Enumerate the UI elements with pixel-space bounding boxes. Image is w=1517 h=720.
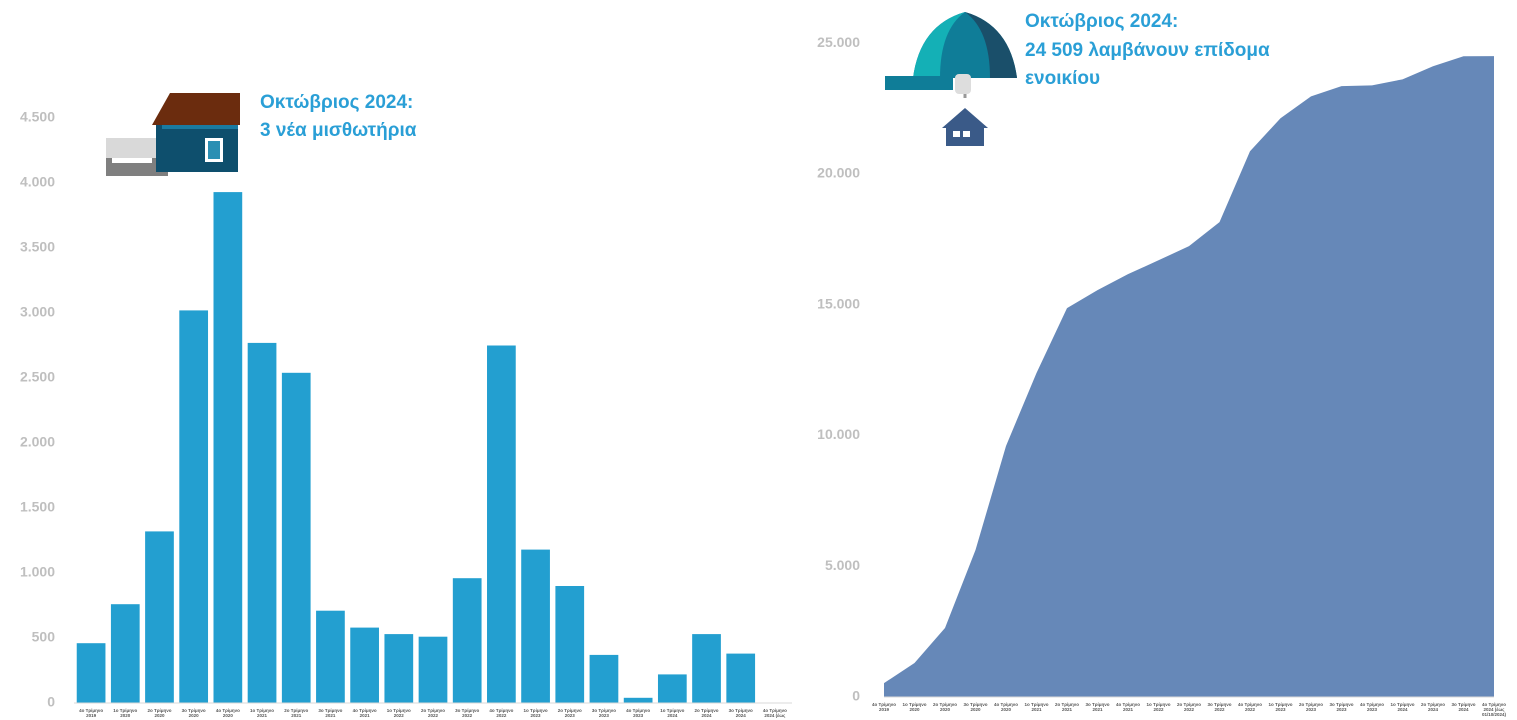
bar — [487, 345, 516, 703]
bar — [589, 654, 619, 703]
x-tick-label: 4ο Τρίμηνο 2024 (έως — [762, 708, 787, 718]
x-tick-label: 1ο Τρίμηνο 2023 — [523, 708, 548, 718]
y-tick-label: 20.000 — [817, 165, 860, 181]
annotation: Οκτώβριος 2024: — [260, 92, 413, 113]
x-tick-label: 4ο Τρίμηνο 2024 (έως 01/10/2024) — [1481, 702, 1507, 717]
x-tick-label: 1ο Τρίμηνο 2020 — [113, 708, 138, 718]
x-tick-label: 2ο Τρίμηνο 2020 — [932, 702, 958, 712]
x-tick-label: 2ο Τρίμηνο 2021 — [1054, 702, 1080, 712]
x-tick-label: 1ο Τρίμηνο 2023 — [1268, 702, 1293, 712]
x-tick-label: 2ο Τρίμηνο 2024 — [1420, 702, 1446, 712]
x-tick-label: 1ο Τρίμηνο 2022 — [1146, 702, 1171, 712]
bar — [384, 634, 414, 703]
x-tick-label: 2ο Τρίμηνο 2023 — [557, 708, 582, 718]
x-tick-label: 4ο Τρίμηνο 2021 — [1115, 702, 1141, 712]
y-tick-label: 500 — [32, 629, 56, 645]
bar — [110, 604, 140, 703]
bar — [281, 372, 311, 703]
x-tick-label: 3ο Τρίμηνο 2023 — [591, 708, 616, 718]
x-tick-label: 1ο Τρίμηνο 2021 — [1024, 702, 1049, 712]
x-tick-label: 1ο Τρίμηνο 2024 — [660, 708, 685, 718]
x-tick-label: 2ο Τρίμηνο 2022 — [420, 708, 446, 718]
x-tick-label: 2ο Τρίμηνο 2020 — [147, 708, 172, 718]
x-tick-label: 4ο Τρίμηνο 2019 — [871, 702, 897, 712]
x-tick-label: 3ο Τρίμηνο 2022 — [1207, 702, 1232, 712]
annotation: Οκτώβριος 2024: — [1025, 11, 1178, 32]
y-tick-label: 3.500 — [20, 239, 55, 255]
x-tick-label: 1ο Τρίμηνο 2022 — [386, 708, 411, 718]
house-icon — [106, 93, 240, 176]
area — [884, 56, 1494, 697]
y-tick-label: 1.000 — [20, 564, 55, 580]
x-tick-label: 3ο Τρίμηνο 2022 — [455, 708, 480, 718]
x-tick-label: 2ο Τρίμηνο 2021 — [284, 708, 309, 718]
umbrella-icon — [885, 12, 1017, 146]
bar — [521, 549, 550, 703]
x-tick-label: 4ο Τρίμηνο 2020 — [215, 708, 240, 718]
y-tick-label: 10.000 — [817, 426, 860, 442]
annotation: 24 509 λαμβάνουν επίδομα — [1025, 40, 1270, 61]
bar — [452, 578, 482, 703]
x-tick-label: 3ο Τρίμηνο 2020 — [963, 702, 988, 712]
x-tick-label: 3ο Τρίμηνο 2023 — [1329, 702, 1354, 712]
x-tick-label: 4ο Τρίμηνο 2023 — [1359, 702, 1385, 712]
x-tick-label: 2ο Τρίμηνο 2023 — [1298, 702, 1324, 712]
y-tick-label: 2.500 — [20, 369, 55, 385]
bar — [623, 697, 653, 703]
x-tick-label: 1ο Τρίμηνο 2021 — [250, 708, 275, 718]
y-tick-label: 1.500 — [20, 499, 55, 515]
x-tick-label: 4ο Τρίμηνο 2022 — [489, 708, 514, 718]
bar — [179, 310, 209, 703]
x-tick-label: 4ο Τρίμηνο 2023 — [626, 708, 651, 718]
x-tick-label: 4ο Τρίμηνο 2020 — [993, 702, 1019, 712]
x-tick-label: 1ο Τρίμηνο 2024 — [1390, 702, 1415, 712]
x-tick-label: 3ο Τρίμηνο 2021 — [1085, 702, 1110, 712]
bar — [247, 342, 277, 703]
x-tick-label: 1ο Τρίμηνο 2020 — [902, 702, 927, 712]
y-tick-label: 25.000 — [817, 34, 860, 50]
y-tick-label: 4.000 — [20, 174, 55, 190]
x-tick-label: 4ο Τρίμηνο 2019 — [79, 708, 104, 718]
x-tick-label: 3ο Τρίμηνο 2024 — [1451, 702, 1476, 712]
bar — [350, 627, 379, 703]
bar — [657, 674, 687, 703]
x-tick-label: 3ο Τρίμηνο 2021 — [318, 708, 343, 718]
annotation: 3 νέα μισθωτήρια — [260, 120, 417, 141]
bar — [213, 192, 243, 703]
bar — [418, 636, 448, 703]
annotation: ενοικίου — [1025, 68, 1100, 89]
bar — [555, 586, 585, 703]
x-tick-label: 3ο Τρίμηνο 2024 — [728, 708, 753, 718]
y-tick-label: 15.000 — [817, 295, 860, 311]
y-tick-label: 3.000 — [20, 304, 55, 320]
x-tick-label: 4ο Τρίμηνο 2021 — [352, 708, 377, 718]
bar — [316, 610, 345, 703]
y-tick-label: 5.000 — [825, 557, 860, 573]
bar — [76, 643, 106, 703]
x-tick-label: 2ο Τρίμηνο 2024 — [694, 708, 719, 718]
x-tick-label: 2ο Τρίμηνο 2022 — [1176, 702, 1202, 712]
y-tick-label: 4.500 — [20, 109, 55, 125]
x-tick-label: 3ο Τρίμηνο 2020 — [181, 708, 206, 718]
bar — [145, 531, 174, 703]
bar — [692, 634, 721, 703]
y-tick-label: 0 — [852, 688, 860, 704]
x-tick-label: 4ο Τρίμηνο 2022 — [1237, 702, 1263, 712]
bar — [726, 653, 756, 703]
y-tick-label: 0 — [47, 694, 55, 710]
y-tick-label: 2.000 — [20, 434, 55, 450]
